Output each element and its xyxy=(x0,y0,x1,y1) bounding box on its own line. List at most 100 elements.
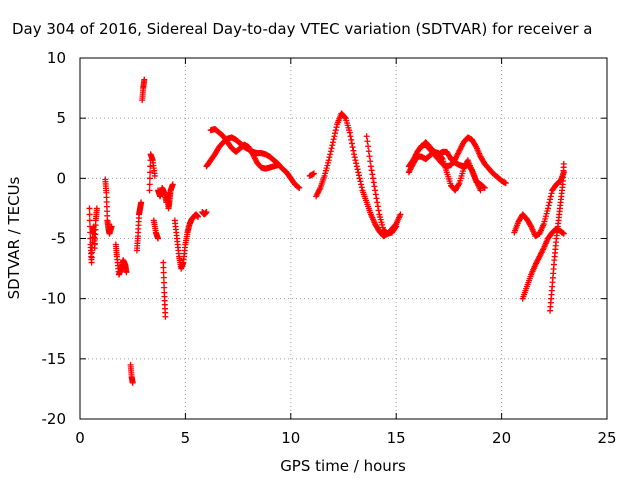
data-point xyxy=(354,166,361,173)
data-point xyxy=(353,160,360,167)
data-point xyxy=(358,181,365,188)
data-point xyxy=(375,207,382,214)
data-point xyxy=(353,163,360,170)
y-tick-label: -20 xyxy=(42,410,67,428)
series-segment xyxy=(306,170,317,179)
series-segment xyxy=(112,241,130,278)
data-point xyxy=(147,169,154,176)
data-point xyxy=(160,269,167,276)
data-point xyxy=(88,259,95,266)
y-tick-label: -5 xyxy=(51,230,66,248)
data-point xyxy=(310,170,317,177)
data-point xyxy=(455,181,462,188)
x-tick-label: 5 xyxy=(181,429,191,447)
y-tick-label: 10 xyxy=(47,49,66,67)
data-point xyxy=(333,124,340,131)
data-point xyxy=(296,184,303,191)
data-point xyxy=(138,199,145,206)
data-point xyxy=(332,130,339,137)
y-tick-labels: -20 -15 -10 -5 0 5 10 xyxy=(42,49,67,428)
data-point xyxy=(123,269,130,276)
data-point xyxy=(160,264,167,271)
data-point xyxy=(329,142,336,149)
data-point xyxy=(346,129,353,136)
series-segment xyxy=(139,76,148,104)
data-point xyxy=(369,171,376,178)
data-point xyxy=(372,191,379,198)
data-point xyxy=(370,175,377,182)
data-point xyxy=(88,249,95,256)
data-point xyxy=(350,147,357,154)
data-point xyxy=(547,193,554,200)
x-tick-label: 15 xyxy=(387,429,406,447)
data-point xyxy=(147,163,154,170)
data-point xyxy=(146,175,153,182)
data-point xyxy=(367,158,374,165)
data-point xyxy=(368,167,375,174)
data-point xyxy=(544,205,551,212)
data-point xyxy=(365,143,372,150)
data-point xyxy=(546,199,553,206)
data-point xyxy=(366,153,373,160)
data-point xyxy=(108,223,115,230)
series-segment xyxy=(418,139,484,194)
series-segment xyxy=(203,134,303,191)
data-point xyxy=(330,136,337,143)
data-point xyxy=(481,184,488,191)
data-point xyxy=(374,199,381,206)
data-point xyxy=(365,148,372,155)
data-point xyxy=(355,172,362,179)
series-segment xyxy=(171,211,202,272)
data-point xyxy=(357,178,364,185)
data-point xyxy=(438,155,445,162)
data-point xyxy=(154,235,161,242)
data-point xyxy=(332,127,339,134)
data-point xyxy=(195,213,202,220)
x-tick-label: 10 xyxy=(281,429,300,447)
data-point xyxy=(203,209,210,216)
x-axis-label: GPS time / hours xyxy=(280,457,406,475)
data-point xyxy=(477,187,484,194)
data-point xyxy=(329,139,336,146)
data-point xyxy=(371,183,378,190)
data-point xyxy=(325,157,332,164)
data-point xyxy=(370,179,377,186)
y-tick-label: -10 xyxy=(42,290,67,308)
series-segment xyxy=(207,125,282,172)
data-point xyxy=(352,157,359,164)
data-points xyxy=(86,76,567,386)
data-point xyxy=(392,224,399,231)
data-point xyxy=(160,279,167,286)
series-segment xyxy=(102,176,115,237)
data-point xyxy=(547,196,554,203)
series-segment xyxy=(547,160,567,314)
data-point xyxy=(560,160,567,167)
data-point xyxy=(364,138,371,145)
series-segment xyxy=(127,361,136,386)
data-point xyxy=(397,211,404,218)
x-tick-label: 25 xyxy=(597,429,616,447)
data-point xyxy=(349,144,356,151)
data-point xyxy=(86,205,93,212)
data-point xyxy=(275,162,282,169)
series-segment xyxy=(405,134,509,187)
data-point xyxy=(141,76,148,83)
series-segment xyxy=(150,217,161,242)
axis-ticks xyxy=(79,57,608,420)
data-point xyxy=(545,202,552,209)
data-point xyxy=(367,163,374,170)
data-point xyxy=(151,172,158,179)
data-point xyxy=(160,274,167,281)
chart-title: Day 304 of 2016, Sidereal Day-to-day VTE… xyxy=(12,20,593,38)
data-point xyxy=(331,133,338,140)
data-point xyxy=(93,205,100,212)
series-segment xyxy=(519,225,567,302)
data-point xyxy=(327,151,334,158)
data-point xyxy=(393,223,400,230)
series-segment xyxy=(363,133,400,237)
x-tick-label: 0 xyxy=(75,429,85,447)
data-point xyxy=(347,133,354,140)
series-segment xyxy=(199,209,210,218)
series-segment xyxy=(86,205,100,266)
